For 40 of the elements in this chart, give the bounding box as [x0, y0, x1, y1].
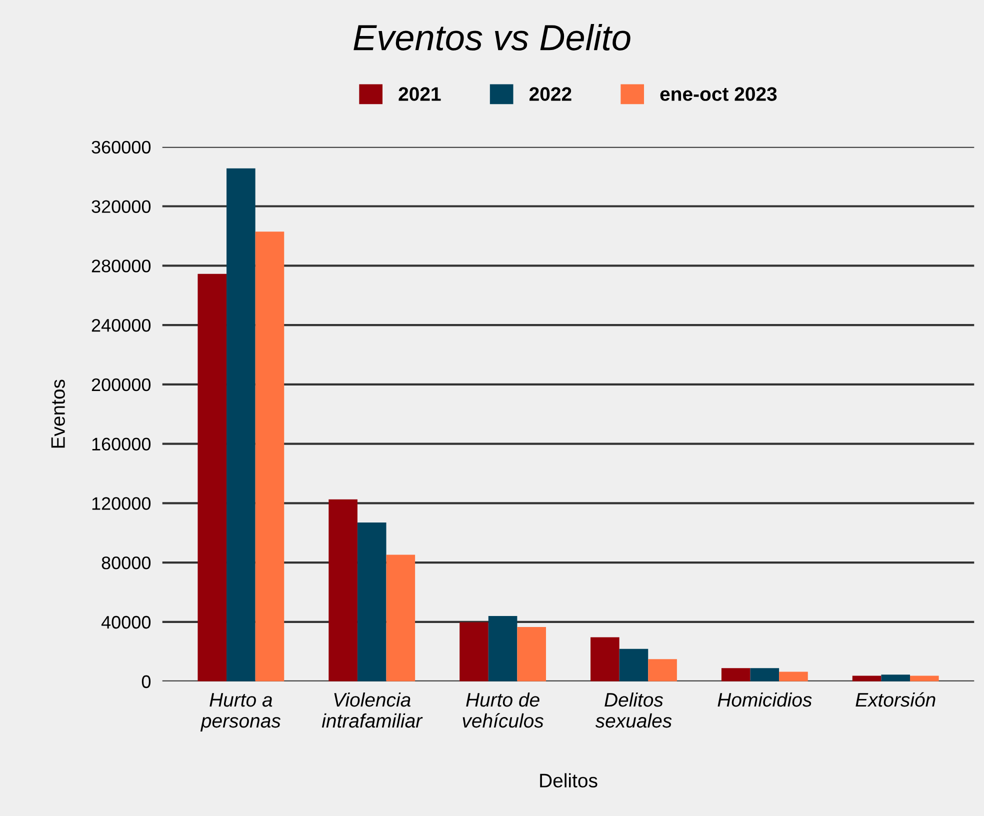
bar	[488, 616, 518, 682]
y-tick-label: 280000	[92, 260, 151, 272]
x-tick-label: Delitos sexuales	[595, 692, 672, 728]
bar	[386, 554, 416, 682]
y-tick-label: 80000	[102, 556, 151, 570]
y-tick-label: 200000	[92, 378, 151, 392]
bar	[517, 627, 546, 682]
x-tick-label: Extorsión	[856, 692, 936, 707]
y-axis-title: Eventos	[51, 380, 65, 448]
legend-label: 2022	[529, 87, 572, 101]
x-axis-title: Delitos	[540, 773, 598, 788]
x-tick-label: Hurto de vehículos	[462, 692, 544, 728]
bar	[226, 168, 256, 682]
legend-label: 2021	[398, 87, 441, 101]
bar	[198, 274, 227, 682]
bar	[460, 622, 488, 682]
y-tick-label: 320000	[92, 200, 151, 213]
y-tick-label: 360000	[92, 140, 151, 154]
bar	[255, 232, 284, 682]
bar	[779, 672, 808, 682]
x-tick-label: Violencia intrafamiliar	[322, 692, 423, 728]
y-tick-label: 0	[142, 675, 151, 688]
bar	[357, 522, 386, 682]
bar	[721, 668, 750, 682]
x-tick-label: Homicidios	[718, 692, 812, 707]
chart-title: Eventos vs Delito	[354, 24, 630, 50]
bar	[328, 499, 358, 682]
x-tick-label: Hurto a personas	[200, 693, 281, 732]
y-tick-label: 40000	[101, 616, 151, 629]
bar	[750, 668, 780, 682]
bar	[881, 674, 910, 682]
bar	[648, 659, 677, 682]
bar	[852, 676, 882, 682]
bar	[590, 637, 620, 682]
bar	[910, 676, 939, 682]
legend-label: ene-oct 2023	[660, 87, 777, 101]
y-tick-label: 160000	[92, 438, 151, 451]
y-tick-label: 240000	[92, 318, 151, 332]
y-tick-label: 120000	[92, 497, 151, 510]
bar	[619, 648, 648, 682]
